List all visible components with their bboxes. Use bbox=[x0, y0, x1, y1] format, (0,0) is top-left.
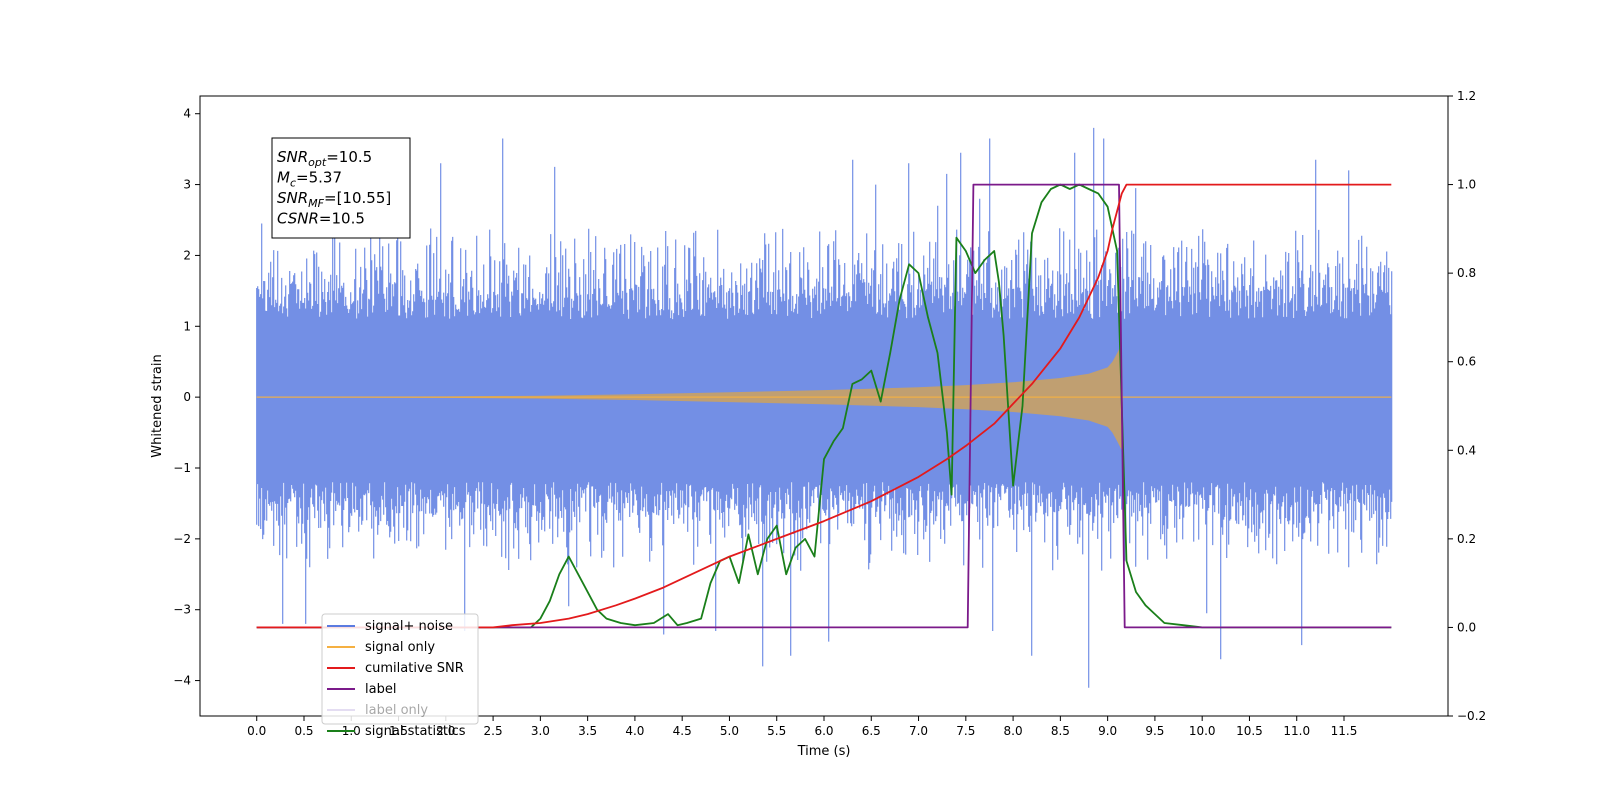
x-tick-label: 0.0 bbox=[247, 724, 266, 738]
annotation-frame bbox=[271, 137, 411, 239]
legend-entry: cumilative SNR bbox=[365, 661, 464, 676]
x-tick-label: 2.0 bbox=[436, 724, 455, 738]
annotation-subscript: MF bbox=[308, 197, 324, 210]
x-tick-label: 8.0 bbox=[1004, 724, 1023, 738]
y2-tick-label: −0.2 bbox=[1457, 709, 1486, 723]
x-tick-label: 4.5 bbox=[673, 724, 692, 738]
y2-tick-label: 1.0 bbox=[1457, 178, 1476, 192]
annotation-symbol: M bbox=[277, 169, 290, 187]
y-tick-label: −1 bbox=[173, 461, 191, 475]
legend-entry: signal only bbox=[365, 640, 435, 655]
x-tick-label: 8.5 bbox=[1051, 724, 1070, 738]
annotation-symbol: SNR bbox=[277, 189, 308, 207]
y-tick-label: 2 bbox=[183, 248, 191, 262]
legend-entry: signal statistics bbox=[365, 724, 466, 739]
series-signal-statistics bbox=[256, 183, 1392, 629]
annotation-value: =10.5 bbox=[326, 148, 372, 166]
y2-tick-label: 0.8 bbox=[1457, 266, 1476, 280]
x-tick-label: 6.5 bbox=[862, 724, 881, 738]
y-tick-label: 3 bbox=[183, 178, 191, 192]
x-tick-label: 4.0 bbox=[625, 724, 644, 738]
x-tick-label: 9.5 bbox=[1145, 724, 1164, 738]
y-axis-left: −4 −3 −2 −1 0 1 2 3 4 bbox=[173, 107, 200, 688]
series-label bbox=[256, 183, 1392, 629]
y-axis-right: −0.2 0.0 0.2 0.4 0.6 0.8 1.0 1.2 bbox=[1448, 89, 1486, 723]
annotation-line: SNRMF=[10.55] bbox=[277, 189, 391, 210]
x-tick-label: 7.5 bbox=[956, 724, 975, 738]
legend-entry: signal+ noise bbox=[365, 619, 453, 634]
y-tick-label: 4 bbox=[183, 107, 191, 121]
x-axis: 0.0 0.5 1.0 1.5 2.0 2.5 3.0 3.5 4.0 4.5 5.0 5.5 6.0 6… bbox=[247, 716, 1357, 738]
annotation-symbol: SNR bbox=[277, 148, 308, 166]
x-tick-label: 10.5 bbox=[1236, 724, 1263, 738]
y2-tick-label: 0.6 bbox=[1457, 355, 1476, 369]
x-tick-label: 5.0 bbox=[720, 724, 739, 738]
annotation-subscript: opt bbox=[308, 156, 327, 169]
legend: signal+ noise signal only cumilative SNR la… bbox=[321, 613, 479, 739]
legend-frame bbox=[321, 613, 479, 725]
x-tick-label: 0.5 bbox=[294, 724, 313, 738]
x-tick-label: 9.0 bbox=[1098, 724, 1117, 738]
legend-entry: label bbox=[365, 682, 396, 697]
x-tick-label: 1.5 bbox=[389, 724, 408, 738]
x-tick-label: 3.5 bbox=[578, 724, 597, 738]
annotation-value: =[10.55] bbox=[324, 189, 391, 207]
y2-tick-label: 1.2 bbox=[1457, 89, 1476, 103]
x-tick-label: 11.0 bbox=[1283, 724, 1310, 738]
annotation-value: =5.37 bbox=[296, 169, 342, 187]
series-cumulative-snr bbox=[256, 183, 1392, 629]
annotation-line: Mc=5.37 bbox=[277, 169, 342, 190]
y-tick-label: −4 bbox=[173, 674, 191, 688]
legend-entry: label only bbox=[365, 703, 428, 718]
y-tick-label: −3 bbox=[173, 603, 191, 617]
y2-tick-label: 0.4 bbox=[1457, 443, 1476, 457]
y2-tick-label: 0.2 bbox=[1457, 532, 1476, 546]
annotation-value: =10.5 bbox=[319, 210, 365, 228]
x-tick-label: 2.5 bbox=[484, 724, 503, 738]
annotation-line: SNRopt=10.5 bbox=[277, 148, 372, 169]
series-layer bbox=[256, 127, 1393, 688]
y-tick-label: 1 bbox=[183, 319, 191, 333]
x-tick-label: 11.5 bbox=[1331, 724, 1358, 738]
y-axis-label: Whitened strain bbox=[150, 354, 165, 457]
y2-tick-label: 0.0 bbox=[1457, 620, 1476, 634]
x-tick-label: 6.0 bbox=[814, 724, 833, 738]
x-axis-label: Time (s) bbox=[797, 744, 851, 759]
annotation-symbol: CSNR bbox=[277, 210, 319, 228]
series-signal-noise bbox=[256, 127, 1393, 688]
x-tick-label: 7.0 bbox=[909, 724, 928, 738]
x-tick-label: 5.5 bbox=[767, 724, 786, 738]
annotation-subscript: c bbox=[290, 177, 296, 190]
x-tick-label: 10.0 bbox=[1189, 724, 1216, 738]
y-tick-label: 0 bbox=[183, 390, 191, 404]
annotation-line: CSNR=10.5 bbox=[277, 210, 365, 228]
x-tick-label: 3.0 bbox=[531, 724, 550, 738]
y-tick-label: −2 bbox=[173, 532, 191, 546]
